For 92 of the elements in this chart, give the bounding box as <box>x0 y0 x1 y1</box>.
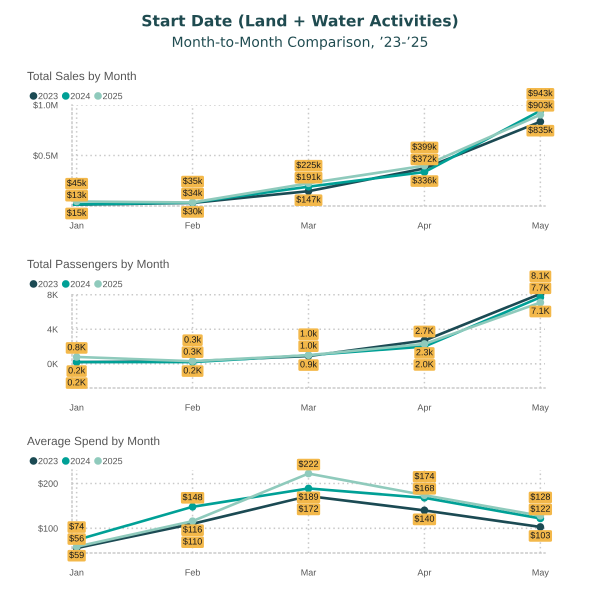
chart-title: Total Passengers by Month <box>27 259 169 271</box>
data-label: $116 <box>182 526 202 534</box>
x-tick-label: Jan <box>70 222 84 229</box>
data-label: $34k <box>182 189 202 197</box>
y-tick-label: 0K <box>47 360 58 368</box>
point <box>188 517 196 525</box>
data-label: 0.2K <box>68 379 86 386</box>
y-tick-label: $200 <box>38 480 58 488</box>
data-label: $147k <box>296 196 321 204</box>
point <box>188 502 196 511</box>
data-label: $56 <box>69 534 84 542</box>
x-tick-label: May <box>532 404 549 412</box>
data-label: 0.2K <box>184 367 202 374</box>
point <box>72 353 80 361</box>
legend-label: 2023 <box>38 458 58 464</box>
x-tick-label: Mar <box>301 569 316 576</box>
legend-label: 2024 <box>70 458 90 464</box>
data-label: $128 <box>530 493 550 500</box>
data-label: $148 <box>182 493 202 501</box>
data-label: $943k <box>528 89 553 97</box>
data-label: 2.7K <box>416 328 434 334</box>
text: Month-to-Month Comparison, ’23-’25 <box>172 36 428 50</box>
x-tick-label: Mar <box>301 222 316 229</box>
data-label: $172 <box>298 505 318 512</box>
data-label: 2.0K <box>416 360 434 368</box>
data-label: $174 <box>414 472 434 480</box>
data-label: 8.1K <box>531 272 550 279</box>
y-tick-label: 8K <box>47 292 58 298</box>
legend-label: 2023 <box>38 280 58 288</box>
y-tick-label: 4K <box>47 326 58 333</box>
data-label: $45k <box>66 179 86 187</box>
x-tick-label: Apr <box>417 569 432 578</box>
text: Start Date (Land + Water Activities) <box>142 14 458 28</box>
x-tick-label: Jan <box>70 404 84 411</box>
data-label: $336k <box>412 176 437 184</box>
x-tick-label: Feb <box>186 222 200 229</box>
y-tick-label: $1.0M <box>33 102 58 109</box>
data-label: $13k <box>66 191 86 199</box>
data-label: $35k <box>182 177 202 185</box>
legend-label: 2025 <box>103 280 122 288</box>
x-tick-label: Jan <box>70 569 84 576</box>
data-label: 0.8K <box>68 344 86 350</box>
point <box>420 506 428 514</box>
data-label: $903k <box>528 101 553 109</box>
x-tick-label: May <box>532 569 549 578</box>
data-label: $103 <box>530 532 550 539</box>
x-tick-label: May <box>532 222 549 230</box>
data-label: $110 <box>182 538 202 546</box>
data-label: $189 <box>298 493 318 500</box>
data-label: $74 <box>69 522 84 530</box>
y-tick-label: $0.5M <box>33 152 58 160</box>
legend-label: 2024 <box>70 92 90 100</box>
x-tick-label: Apr <box>417 404 432 412</box>
x-tick-label: Feb <box>186 404 200 411</box>
data-label: $168 <box>414 484 434 492</box>
data-label: $15k <box>66 209 86 216</box>
data-label: $399k <box>412 143 437 150</box>
data-label: 2.3k <box>416 348 433 356</box>
data-label: 0.2k <box>68 366 86 374</box>
data-label: 0.3k <box>184 336 202 343</box>
data-label: $30k <box>182 208 202 215</box>
x-tick-label: Apr <box>417 222 432 230</box>
legend-label: 2023 <box>38 92 58 100</box>
data-label: $222 <box>298 460 318 468</box>
y-tick-label: $100 <box>38 524 58 532</box>
chart-title: Total Sales by Month <box>27 72 136 82</box>
chart-title: Average Spend by Month <box>27 436 160 448</box>
x-tick-label: Feb <box>186 569 200 576</box>
data-label: 7.1K <box>532 308 550 314</box>
data-label: $225k <box>296 161 321 169</box>
x-tick-label: Mar <box>301 404 316 411</box>
legend-label: 2025 <box>103 458 122 464</box>
data-label: 7.7K <box>532 284 550 291</box>
legend-label: 2025 <box>103 92 122 100</box>
point <box>536 110 544 119</box>
point <box>536 523 544 531</box>
data-label: 0.9k <box>300 360 318 368</box>
data-label: $191k <box>296 173 321 181</box>
legend-label: 2024 <box>70 280 90 288</box>
data-label: 0.3K <box>184 348 202 355</box>
data-label: $59 <box>69 551 84 559</box>
point <box>536 298 544 306</box>
data-label: 1.0k <box>300 330 318 337</box>
point <box>420 340 428 348</box>
data-label: 1.0k <box>300 342 318 349</box>
data-label: $140 <box>414 515 434 522</box>
point <box>536 118 544 126</box>
point <box>304 484 312 492</box>
data-label: $122 <box>530 505 550 512</box>
data-label: $372k <box>412 155 437 162</box>
point <box>304 470 312 478</box>
data-label: $835k <box>528 126 553 134</box>
